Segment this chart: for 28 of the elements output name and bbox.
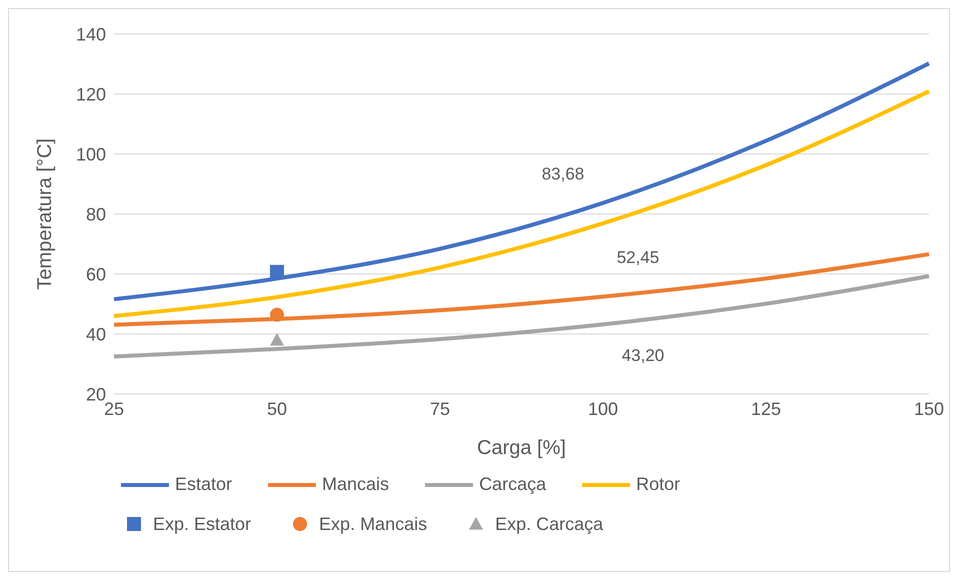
line-series [112,252,931,327]
data-label: 83,68 [542,164,584,184]
legend-label: Estator [175,474,232,495]
legend-label: Carcaça [479,474,546,495]
line-series [112,89,931,318]
x-tick-label: 50 [266,398,288,419]
y-tick-label: 140 [76,24,106,44]
x-tick-label: 25 [104,398,124,419]
y-tick-label: 100 [76,144,106,164]
y-tick-label: 40 [86,324,106,344]
legend-label: Exp. Estator [153,514,252,534]
line-series [112,61,931,302]
y-tick-label: 80 [86,204,106,224]
y-tick-label: 120 [76,84,106,104]
legend-label: Rotor [636,474,680,495]
legend-label: Exp. Mancais [319,514,428,534]
legend-label: Exp. Carcaça [495,514,604,534]
data-label: 52,45 [616,248,660,268]
y-tick-label: 20 [86,384,106,404]
y-axis-title: Temperatura [°C] [34,138,56,290]
y-tick-label: 60 [86,264,106,284]
x-tick-label: 75 [430,398,450,419]
data-label: 43,20 [622,346,664,365]
x-tick-label: 150 [914,398,944,419]
x-tick-label: 100 [588,398,618,419]
x-tick-label: 125 [750,398,782,419]
x-axis-title: Carga [%] [477,437,566,459]
legend-label: Mancais [322,474,390,495]
